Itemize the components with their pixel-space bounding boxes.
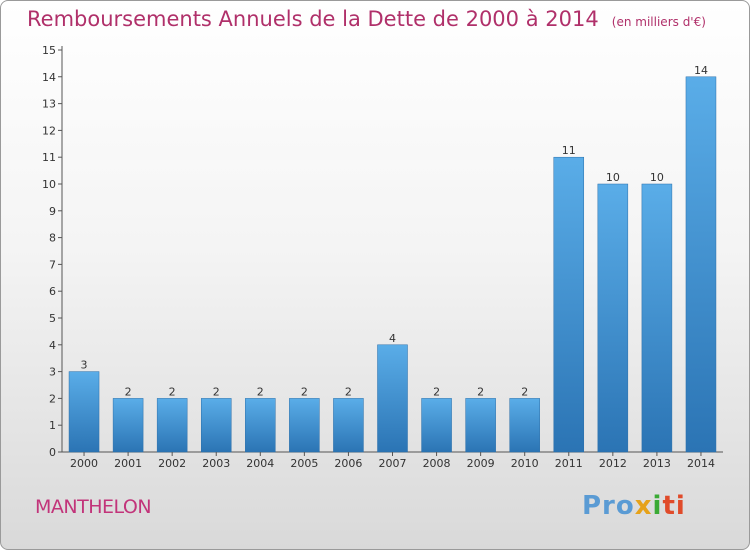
x-tick-label: 2002 bbox=[158, 457, 186, 470]
bar bbox=[333, 398, 364, 453]
y-tick-label: 7 bbox=[49, 258, 56, 271]
y-tick-label: 13 bbox=[42, 98, 56, 111]
data-label: 2 bbox=[477, 385, 484, 398]
x-tick-label: 2007 bbox=[379, 457, 407, 470]
x-tick-label: 2008 bbox=[423, 457, 451, 470]
x-tick-label: 2000 bbox=[70, 457, 98, 470]
bar bbox=[685, 76, 717, 453]
x-tick-label: 2001 bbox=[114, 457, 142, 470]
bar bbox=[112, 398, 144, 453]
data-label: 11 bbox=[562, 144, 576, 157]
y-tick-label: 12 bbox=[42, 124, 56, 137]
chart-title: Remboursements Annuels de la Dette de 20… bbox=[27, 7, 599, 31]
y-tick-label: 9 bbox=[49, 205, 56, 218]
x-tick-label: 2011 bbox=[555, 457, 583, 470]
x-tick-label: 2009 bbox=[467, 457, 495, 470]
bar bbox=[597, 183, 629, 453]
y-tick-label: 15 bbox=[42, 44, 56, 57]
data-label: 2 bbox=[301, 385, 308, 398]
x-tick-label: 2006 bbox=[334, 457, 362, 470]
data-label: 14 bbox=[694, 64, 708, 77]
bar bbox=[421, 398, 452, 453]
bar bbox=[553, 156, 585, 453]
bar bbox=[245, 398, 276, 453]
x-tick-label: 2005 bbox=[290, 457, 318, 470]
y-tick-label: 14 bbox=[42, 71, 56, 84]
data-label: 4 bbox=[389, 332, 396, 345]
bar bbox=[641, 183, 673, 453]
data-label: 2 bbox=[213, 385, 220, 398]
proxiti-logo[interactable]: Proxiti bbox=[582, 491, 686, 521]
data-label: 2 bbox=[345, 385, 352, 398]
y-tick-label: 6 bbox=[49, 285, 56, 298]
bar bbox=[68, 371, 100, 453]
commune-name: MANTHELON bbox=[35, 496, 152, 518]
y-tick-label: 8 bbox=[49, 232, 56, 245]
x-tick-label: 2012 bbox=[599, 457, 627, 470]
data-label: 3 bbox=[81, 359, 88, 372]
data-label: 10 bbox=[650, 171, 664, 184]
x-tick-label: 2003 bbox=[202, 457, 230, 470]
x-tick-label: 2013 bbox=[643, 457, 671, 470]
x-tick-label: 2014 bbox=[687, 457, 715, 470]
bar bbox=[509, 398, 540, 453]
chart-unit: (en milliers d'€) bbox=[611, 15, 706, 29]
y-tick-label: 4 bbox=[49, 339, 56, 352]
y-tick-label: 5 bbox=[49, 312, 56, 325]
y-tick-label: 0 bbox=[49, 446, 56, 459]
data-label: 2 bbox=[521, 385, 528, 398]
bar bbox=[377, 344, 408, 453]
data-label: 2 bbox=[433, 385, 440, 398]
y-tick-label: 11 bbox=[42, 151, 56, 164]
bar bbox=[200, 398, 232, 453]
y-tick-label: 3 bbox=[49, 366, 56, 379]
data-label: 2 bbox=[169, 385, 176, 398]
bar bbox=[289, 398, 320, 453]
data-label: 2 bbox=[125, 385, 132, 398]
x-tick-label: 2004 bbox=[246, 457, 274, 470]
chart-header: Remboursements Annuels de la Dette de 20… bbox=[27, 7, 706, 31]
y-tick-label: 10 bbox=[42, 178, 56, 191]
y-tick-label: 2 bbox=[49, 392, 56, 405]
x-tick-label: 2010 bbox=[511, 457, 539, 470]
bar bbox=[465, 398, 496, 453]
data-label: 2 bbox=[257, 385, 264, 398]
data-label: 10 bbox=[606, 171, 620, 184]
y-tick-label: 1 bbox=[49, 419, 56, 432]
bar bbox=[156, 398, 188, 453]
